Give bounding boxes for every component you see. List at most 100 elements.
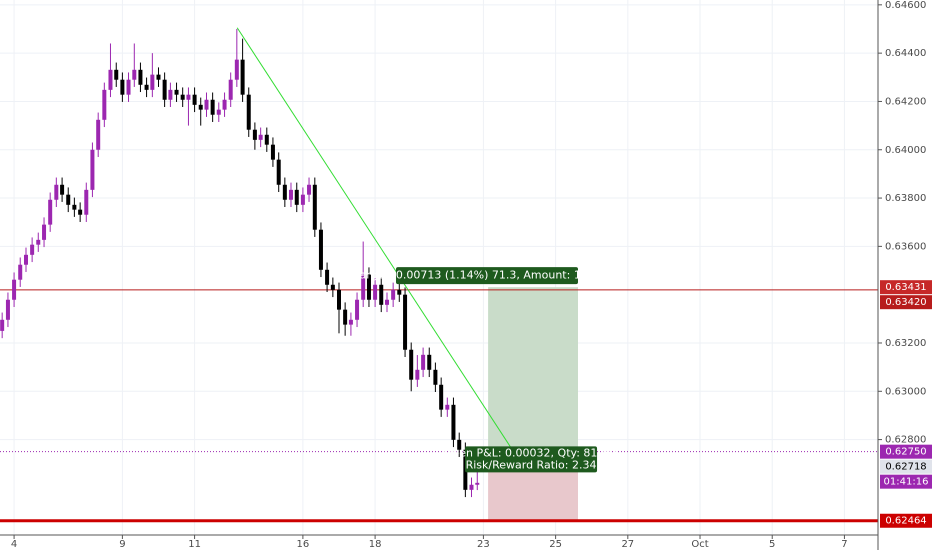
price-label-box <box>880 280 932 295</box>
candle-body <box>5 299 10 320</box>
candle-body <box>385 299 390 305</box>
candle-body <box>90 149 95 190</box>
rr-label: Risk/Reward Ratio: 2.34 <box>466 458 597 471</box>
candle-body <box>258 134 263 140</box>
candle-body <box>12 279 17 300</box>
candle-body <box>156 74 161 80</box>
x-tick-label: 4 <box>11 539 17 550</box>
candle-body <box>325 269 330 285</box>
candle-body <box>366 274 371 300</box>
candle-body <box>307 184 312 195</box>
candle-body <box>475 482 480 485</box>
candle-body <box>409 349 414 380</box>
candle-body <box>96 119 101 150</box>
candle-body <box>84 189 89 215</box>
candle-body <box>162 79 167 100</box>
candle-body <box>108 69 113 90</box>
candle-body <box>433 369 438 385</box>
x-tick-label: 7 <box>841 539 847 550</box>
candle-body <box>72 204 77 210</box>
candle-body <box>312 184 317 230</box>
candle-body <box>391 289 396 300</box>
candle-body <box>234 59 239 80</box>
price-label: 0.63420 <box>885 297 926 308</box>
price-label-box <box>880 459 932 474</box>
y-tick-label: 0.63000 <box>885 386 926 397</box>
candle-body <box>132 69 137 80</box>
price-label-box <box>880 444 932 459</box>
candle-body <box>23 254 28 265</box>
y-tick-label: 0.64000 <box>885 145 926 156</box>
candle-body <box>282 184 287 200</box>
x-tick-label: 11 <box>188 539 201 550</box>
price-label: 0.62464 <box>885 516 926 527</box>
y-tick-label: 0.63600 <box>885 241 926 252</box>
target-label-box <box>395 267 578 285</box>
candle-body <box>288 189 293 200</box>
candle-body <box>348 319 353 325</box>
price-label: 0.62750 <box>885 447 926 458</box>
candle-body <box>174 89 179 95</box>
x-tick-label: 23 <box>477 539 490 550</box>
price-label: 0.63431 <box>885 282 926 293</box>
candle-body <box>222 99 227 110</box>
candle-body <box>30 244 35 255</box>
candle-body <box>246 94 251 130</box>
candle-body <box>415 369 420 380</box>
candle-body <box>343 309 348 325</box>
candle-body <box>204 99 209 110</box>
x-tick-label: 5 <box>769 539 775 550</box>
candle-body <box>186 94 191 100</box>
candle-body <box>168 89 173 100</box>
trend-line <box>236 27 513 451</box>
candle-body <box>216 109 221 115</box>
price-label: 0.62718 <box>885 462 926 473</box>
price-label-box <box>880 474 932 489</box>
candle-body <box>439 384 444 410</box>
price-label-box <box>880 513 932 528</box>
profit-zone <box>488 287 578 460</box>
y-tick-label: 0.64600 <box>885 0 926 11</box>
candle-body <box>114 69 119 80</box>
x-tick-label: 16 <box>297 539 310 550</box>
candle-body <box>252 129 257 140</box>
candle-body <box>126 79 131 95</box>
candle-body <box>102 89 107 120</box>
candle-body <box>48 199 53 225</box>
y-tick-label: 0.64200 <box>885 96 926 107</box>
candle-body <box>373 284 378 300</box>
candle-body <box>138 69 143 85</box>
y-tick-label: 0.64400 <box>885 48 926 59</box>
candle-body <box>451 404 456 440</box>
y-tick-label: 0.63800 <box>885 193 926 204</box>
x-tick-label: 27 <box>621 539 634 550</box>
candle-body <box>42 224 47 240</box>
candle-body <box>0 319 5 331</box>
candle-body <box>421 354 426 370</box>
candle-body <box>210 99 215 115</box>
x-tick-label: Oct <box>691 539 708 550</box>
candle-body <box>379 284 384 305</box>
candle-body <box>150 74 155 90</box>
y-tick-label: 0.63200 <box>885 338 926 349</box>
candle-body <box>427 354 432 370</box>
candle-body <box>457 439 462 450</box>
x-tick-label: 9 <box>119 539 125 550</box>
target-label: Target: 0.00713 (1.14%) 71.3, Amount: 15… <box>354 269 620 282</box>
candle-body <box>270 144 275 160</box>
candle-body <box>120 79 125 95</box>
candle-body <box>294 189 299 205</box>
candle-body <box>330 284 335 290</box>
candle-body <box>469 484 474 490</box>
candle-body <box>445 404 450 410</box>
x-tick-label: 25 <box>549 539 562 550</box>
candle-body <box>264 134 269 145</box>
candle-body <box>144 84 149 90</box>
candle-body <box>318 229 323 270</box>
candle-body <box>361 274 366 300</box>
candle-body <box>355 299 360 320</box>
candle-body <box>300 194 305 205</box>
candle-body <box>198 104 203 110</box>
price-label: 01:41:16 <box>884 477 929 488</box>
